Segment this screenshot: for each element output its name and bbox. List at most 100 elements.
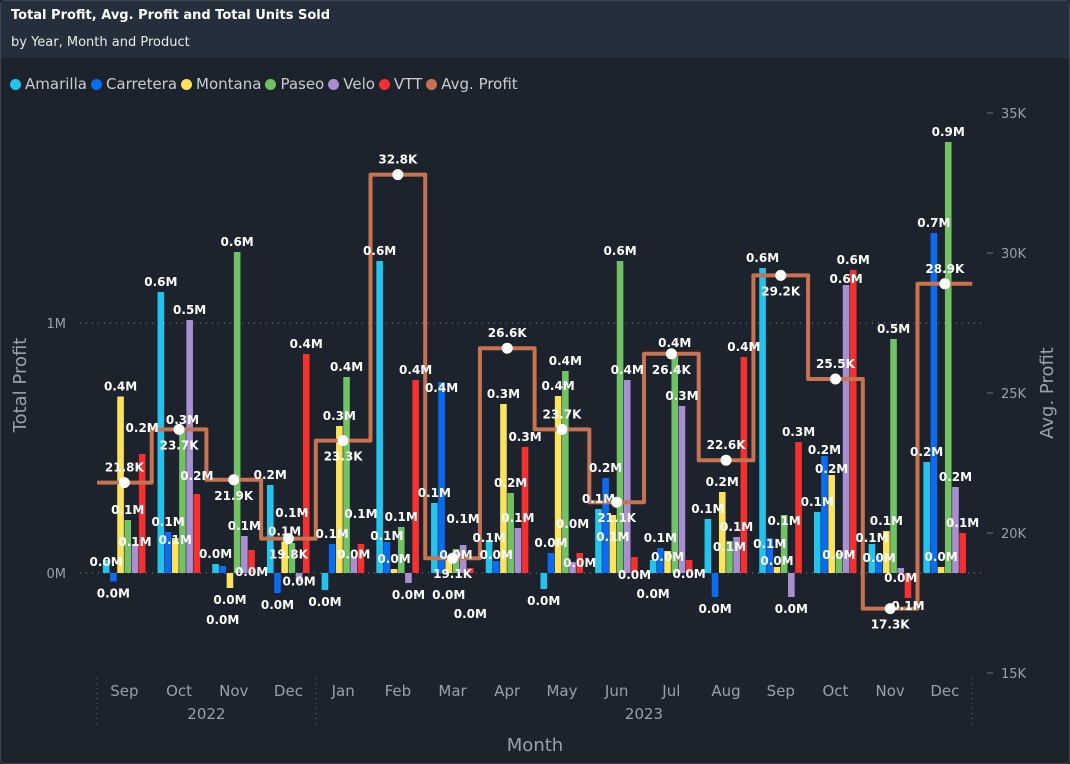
bar-data-label: 0.3M <box>487 387 520 401</box>
x-tick-label: Dec <box>274 682 303 700</box>
bar-amarilla-sep <box>759 268 766 573</box>
avg-profit-point-apr <box>501 342 513 354</box>
legend-item-montana[interactable]: Montana <box>181 75 261 93</box>
bar-data-label: 0.0M <box>392 588 425 602</box>
bar-data-label: 0.0M <box>863 551 896 565</box>
bar-data-label: 0.0M <box>527 594 560 608</box>
legend-label: Montana <box>196 75 262 93</box>
bar-amarilla-nov <box>868 544 876 573</box>
bar-paseo-aug <box>726 541 733 573</box>
bar-montana-oct <box>171 538 179 573</box>
bar-vtt-dec <box>302 354 310 573</box>
avg-profit-data-label: 21.1K <box>597 511 637 525</box>
bar-data-label: 0.1M <box>118 535 151 549</box>
bar-data-label: 0.3M <box>323 409 356 423</box>
bar-paseo-jan <box>343 377 350 573</box>
bar-amarilla-sep <box>102 560 110 573</box>
bar-carretera-may <box>547 553 555 573</box>
x-tick-label: May <box>546 682 577 700</box>
bar-data-label: 0.0M <box>563 556 596 570</box>
bar-montana-sep <box>773 567 781 573</box>
bar-data-label: 0.6M <box>363 244 396 258</box>
y2-axis-title: Avg. Profit <box>1037 347 1058 439</box>
data-labels-group: 21.8K 23.7K 21.9K 19.8K 23.3K 32.8K 19.1K 26.6K… <box>90 125 980 632</box>
legend-item-velo[interactable]: Velo <box>328 75 375 93</box>
bar-data-label: 0.0M <box>337 548 370 562</box>
bar-montana-jun <box>609 515 617 573</box>
bar-data-label: 0.4M <box>727 340 760 354</box>
bar-velo-jun <box>623 380 631 573</box>
bar-data-label: 0.1M <box>472 531 505 545</box>
bar-amarilla-aug <box>704 519 712 573</box>
bar-amarilla-oct <box>813 512 821 573</box>
bar-data-label: 0.0M <box>775 602 808 616</box>
avg-profit-data-label: 26.4K <box>652 363 692 377</box>
x-tick-label: Sep <box>767 682 795 700</box>
bar-data-label: 0.1M <box>891 599 924 613</box>
legend-item-amarilla[interactable]: Amarilla <box>10 75 87 93</box>
bar-amarilla-dec <box>266 485 274 573</box>
bar-vtt-oct <box>193 494 201 573</box>
bar-data-label: 0.2M <box>939 470 972 484</box>
bar-amarilla-nov <box>212 564 219 573</box>
avg-profit-point-dec <box>282 533 294 545</box>
bar-data-label: 0.1M <box>753 537 786 551</box>
bar-velo-jul <box>678 406 686 573</box>
legend-item-avg-profit[interactable]: Avg. Profit <box>426 75 518 93</box>
bar-carretera-oct <box>821 456 828 573</box>
bar-data-label: 0.1M <box>268 525 301 539</box>
bar-velo-sep <box>788 573 795 597</box>
bar-data-label: 0.0M <box>884 571 917 585</box>
chart-subtitle: by Year, Month and Product <box>11 35 190 50</box>
bar-data-label: 0.2M <box>706 475 739 489</box>
bar-data-label: 0.2M <box>494 476 527 490</box>
bars-group <box>102 142 966 598</box>
bar-carretera-jul <box>657 548 664 573</box>
bar-paseo-dec <box>288 543 296 573</box>
y-tick-label: 1M <box>47 317 67 332</box>
legend-label: Velo <box>343 75 375 93</box>
bar-velo-sep <box>131 544 139 573</box>
legend-marker-icon <box>378 78 390 90</box>
x-tick-label: Mar <box>438 682 467 700</box>
y2-tick-label: 25K <box>1001 387 1027 402</box>
bar-data-label: 0.1M <box>644 531 677 545</box>
x-axis-title: Month <box>507 735 563 756</box>
bar-paseo-apr <box>507 493 514 573</box>
y2-tick-label: 30K <box>1001 247 1027 262</box>
bar-paseo-oct <box>179 430 186 573</box>
legend-item-paseo[interactable]: Paseo <box>265 75 324 93</box>
bar-data-label: 0.4M <box>542 379 575 393</box>
legend-item-vtt[interactable]: VTT <box>378 75 422 93</box>
bar-data-label: 0.1M <box>501 511 534 525</box>
avg-profit-line <box>97 172 973 611</box>
avg-profit-point-nov <box>884 603 896 615</box>
bar-montana-oct <box>828 475 835 573</box>
legend-item-carretera[interactable]: Carretera <box>90 75 177 93</box>
avg-profit-point-jan <box>337 435 349 447</box>
bar-vtt-jun <box>631 557 638 573</box>
bar-data-label: 0.0M <box>556 517 589 531</box>
bar-montana-jul <box>664 551 671 573</box>
bar-carretera-nov <box>219 566 227 573</box>
avg-profit-data-label: 21.8K <box>105 461 145 475</box>
bar-amarilla-apr <box>485 540 493 573</box>
bar-paseo-may <box>562 371 569 573</box>
avg-profit-data-label: 32.8K <box>378 153 418 167</box>
y-axis-title: Total Profit <box>10 338 31 434</box>
bar-data-label: 0.0M <box>651 550 684 564</box>
bar-montana-mar <box>445 557 453 573</box>
bar-velo-feb <box>405 573 412 583</box>
bar-data-label: 0.6M <box>144 275 177 289</box>
bar-data-label: 0.4M <box>399 363 432 377</box>
bar-paseo-sep <box>780 515 788 573</box>
avg-profit-point-oct <box>173 423 185 435</box>
bar-vtt-sep <box>795 442 802 573</box>
bar-data-label: 0.1M <box>111 503 144 517</box>
legend: Amarilla Carretera Montana Paseo Velo VTT Avg.… <box>10 75 522 93</box>
bar-carretera-oct <box>164 532 172 573</box>
bar-data-label: 0.2M <box>815 462 848 476</box>
avg-profit-point-jun <box>611 496 623 508</box>
avg-profit-point-aug <box>720 454 732 466</box>
bar-carretera-jan <box>328 544 336 573</box>
